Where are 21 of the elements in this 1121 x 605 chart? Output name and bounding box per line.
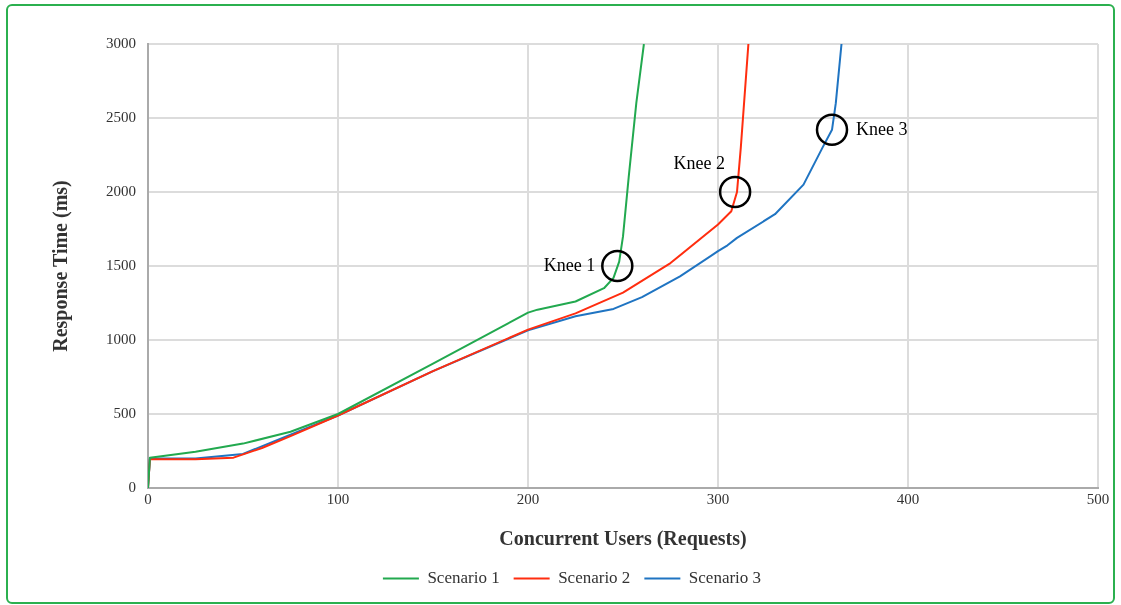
y-tick-label: 3000 xyxy=(106,34,136,51)
x-tick-label: 0 xyxy=(144,490,152,507)
y-tick-label: 1000 xyxy=(106,330,136,347)
x-axis-title: Concurrent Users (Requests) xyxy=(499,527,747,551)
y-tick-label: 1500 xyxy=(106,256,136,273)
y-tick-label: 2500 xyxy=(106,108,136,125)
legend-label: Scenario 2 xyxy=(558,567,631,587)
legend-label: Scenario 1 xyxy=(427,567,500,587)
x-tick-label: 500 xyxy=(1086,490,1110,507)
y-tick-label: 2000 xyxy=(106,182,136,199)
y-axis-title: Response Time (ms) xyxy=(49,180,73,352)
annotation: Knee 2 xyxy=(673,152,726,173)
x-tick-label: 400 xyxy=(896,490,920,507)
annotation: Knee 3 xyxy=(856,118,908,139)
x-tick-label: 100 xyxy=(326,490,350,507)
x-tick-label: 200 xyxy=(516,490,540,507)
x-tick-label: 300 xyxy=(706,490,730,507)
legend-label: Scenario 3 xyxy=(688,567,762,587)
y-tick-label: 500 xyxy=(113,404,136,421)
annotation: Knee 1 xyxy=(543,254,596,275)
y-tick-label: 0 xyxy=(128,478,136,495)
